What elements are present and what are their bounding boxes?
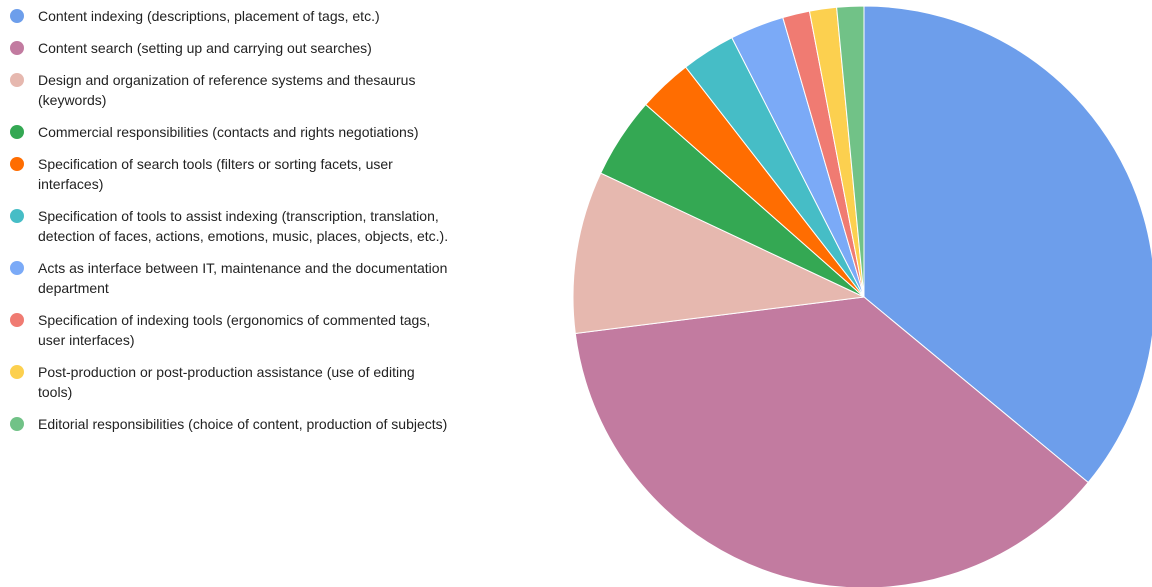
legend-swatch: [10, 313, 24, 327]
legend-swatch: [10, 73, 24, 87]
legend-swatch: [10, 41, 24, 55]
legend-label: Commercial responsibilities (contacts an…: [38, 124, 419, 140]
pie-slice[interactable]: [574, 296, 1089, 587]
legend-swatch: [10, 125, 24, 139]
legend-label: Design and organization of reference sys…: [38, 72, 416, 108]
legend-label: Specification of indexing tools (ergonom…: [38, 312, 431, 348]
legend-swatch: [10, 209, 24, 223]
pie-slice[interactable]: [863, 5, 1152, 484]
legend-swatch: [10, 261, 24, 275]
legend-label: Content indexing (descriptions, placemen…: [38, 8, 380, 24]
legend-swatch: [10, 9, 24, 23]
legend-label: Editorial responsibilities (choice of co…: [38, 416, 448, 432]
legend-label: Acts as interface between IT, maintenanc…: [38, 260, 448, 296]
legend-swatch: [10, 157, 24, 171]
legend-swatch: [10, 417, 24, 431]
pie-slice[interactable]: [572, 172, 866, 335]
legend-label: Content search (setting up and carrying …: [38, 40, 372, 56]
legend-swatch: [10, 365, 24, 379]
pie-slice[interactable]: [836, 5, 865, 298]
legend-label: Specification of tools to assist indexin…: [38, 208, 449, 244]
legend-label: Specification of search tools (filters o…: [38, 156, 393, 192]
legend-label: Post-production or post-production assis…: [38, 364, 415, 400]
